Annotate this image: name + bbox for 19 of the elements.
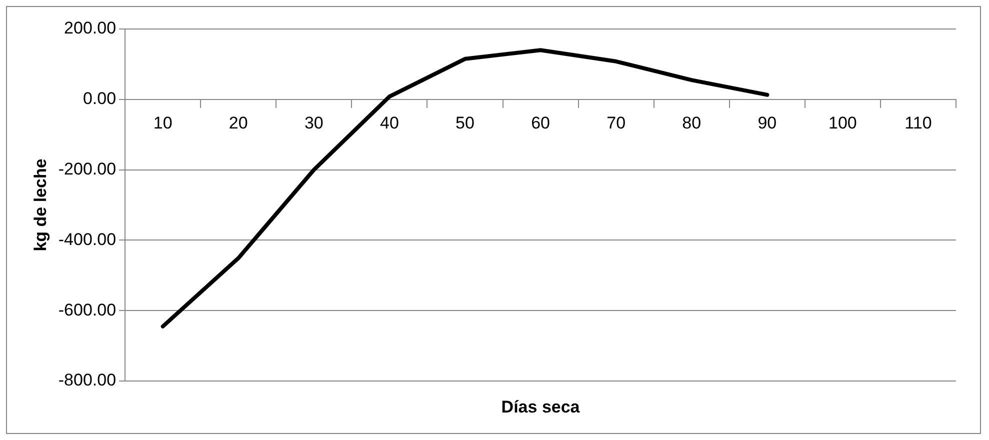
- x-tick-label: 90: [758, 113, 777, 132]
- y-tick-label: -800.00: [58, 370, 116, 390]
- y-tick-label: 200.00: [64, 18, 116, 38]
- y-tick-label: -600.00: [58, 300, 116, 320]
- x-tick-label: 20: [228, 113, 248, 132]
- x-tick-label: 70: [606, 113, 626, 132]
- y-axis-title: kg de leche: [30, 158, 50, 252]
- y-tick-label: -400.00: [58, 230, 116, 249]
- x-tick-label: 110: [904, 113, 932, 132]
- x-tick-label: 100: [828, 113, 857, 132]
- x-tick-label: 30: [304, 113, 324, 132]
- x-tick-label: 80: [682, 113, 702, 132]
- x-axis-title: Días seca: [501, 398, 580, 417]
- x-tick-label: 40: [380, 113, 399, 132]
- x-tick-label: 10: [153, 113, 172, 132]
- x-tick-label: 60: [531, 113, 550, 132]
- x-tick-label: 50: [456, 113, 474, 132]
- y-tick-label: 0.00: [82, 89, 116, 108]
- y-tick-label: -200.00: [58, 159, 116, 178]
